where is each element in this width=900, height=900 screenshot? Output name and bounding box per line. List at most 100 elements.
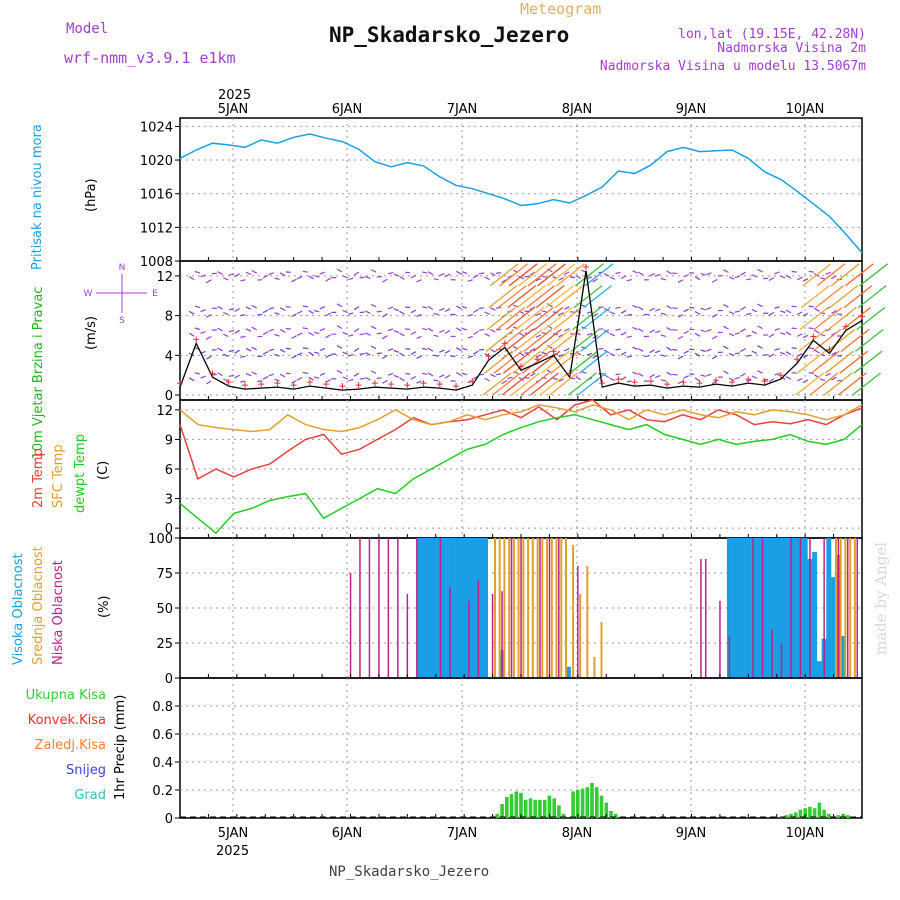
precip-bar	[789, 813, 793, 818]
cloud-bar	[541, 538, 544, 677]
cloud-bar	[531, 538, 534, 677]
top-year-label: 2025	[218, 88, 251, 103]
bottom-day-labels: 5JAN 6JAN 7JAN 8JAN 9JAN 10JAN	[218, 826, 825, 841]
wind-arrow	[546, 263, 576, 287]
precip-snow-label: Snijeg	[66, 763, 106, 778]
pressure-unit: (hPa)	[84, 178, 99, 212]
cloud-bar	[397, 538, 399, 677]
precip-bar	[585, 787, 590, 818]
cloud-bar	[426, 538, 432, 677]
wind-arrow	[554, 285, 584, 309]
precip-bar	[841, 813, 845, 818]
wind-arrow	[496, 306, 526, 331]
cloud-bar	[847, 538, 849, 677]
cloud-bar	[536, 538, 539, 677]
cloud-bar	[464, 538, 469, 677]
cloud-high-label: Visoka Oblacnost	[11, 553, 26, 665]
wind-arrow	[810, 350, 840, 374]
cloud-bar	[378, 538, 380, 677]
cloud-bar	[483, 538, 488, 677]
model-label: Model	[66, 21, 108, 37]
wind-arrow	[485, 328, 515, 352]
wind-arrow	[837, 372, 867, 396]
cloud-bar	[440, 538, 446, 677]
top-day-label: 6JAN	[332, 102, 363, 117]
wind-arrow	[859, 263, 889, 287]
wind-arrow	[512, 350, 542, 374]
y-tick-label: 8	[165, 310, 173, 325]
cloud-bar	[705, 559, 707, 677]
wind-arrow	[857, 285, 887, 309]
cloud-bar	[421, 538, 427, 677]
cloud-bar	[522, 538, 525, 677]
cloud-bar	[761, 538, 764, 677]
watermark: made by Angel	[872, 542, 890, 655]
y-tick-label: 0	[165, 522, 173, 537]
cloud-bar	[550, 538, 553, 677]
y-tick-label: 12	[156, 404, 173, 419]
wind-arrow	[488, 285, 518, 309]
wind-arrow	[852, 372, 881, 396]
y-tick-label: 0.8	[152, 700, 173, 715]
cloud-bar	[816, 661, 822, 677]
cloud-bar	[844, 538, 847, 677]
wind-arrow	[482, 372, 512, 396]
precip-bar	[846, 815, 850, 818]
precip-bar	[812, 808, 817, 818]
precip-bar	[595, 787, 599, 818]
wind-arrow	[513, 328, 543, 352]
y-tick-label: 0	[165, 812, 173, 827]
cloud-bar	[823, 538, 825, 677]
precip-bar	[500, 804, 504, 818]
cloud-bar	[560, 538, 563, 677]
cloud-bar	[774, 538, 780, 677]
cloud-unit: (%)	[97, 596, 112, 619]
wind-arrow	[532, 328, 562, 352]
wind-arrow	[845, 263, 874, 287]
footer-station: NP_Skadarsko_Jezero	[329, 864, 489, 880]
wind-arrow	[812, 328, 842, 352]
wind-arrow	[542, 328, 572, 352]
cloud-bar	[840, 636, 846, 677]
top-day-label: 5JAN	[218, 102, 249, 117]
cloud-bar	[349, 573, 352, 677]
cloud-bar	[572, 545, 575, 677]
cloud-bar	[839, 538, 842, 677]
wind-arrow	[800, 285, 830, 309]
cloud-bar	[579, 594, 582, 677]
cloud-bar	[771, 629, 773, 677]
cloud-bar	[449, 538, 455, 677]
precip-bar	[528, 798, 533, 818]
precip-bar	[576, 790, 580, 818]
cloud-bar	[831, 577, 837, 677]
y-tick-label: 75	[156, 567, 173, 582]
cloud-bar	[755, 538, 761, 677]
wind-arrow	[530, 372, 559, 396]
wind-arrow	[515, 306, 545, 331]
cloud-bar	[520, 538, 522, 677]
y-tick-label: 1024	[140, 120, 173, 135]
precip-bar	[784, 815, 788, 818]
wind-direction-band	[188, 369, 843, 385]
cloud-bar	[769, 538, 775, 677]
y-tick-label: 100	[148, 532, 173, 547]
precip-bar	[538, 799, 542, 818]
wind-arrow	[583, 285, 612, 309]
cloud-bar	[430, 538, 436, 677]
cloud-bar	[510, 538, 513, 677]
cloud-bar	[764, 538, 770, 677]
wind-arrow	[493, 350, 523, 374]
precip-bar	[533, 799, 537, 818]
precip-bar	[509, 794, 514, 818]
top-day-label: 9JAN	[676, 102, 707, 117]
wind-arrow	[518, 263, 548, 287]
temp-dew-label: dewpt Temp	[73, 434, 88, 513]
precip-panel: 0.8 0.6 0.4 0.2 0	[152, 677, 863, 827]
precip-bar	[542, 799, 547, 818]
wind-arrow	[535, 285, 565, 309]
wind-arrow	[556, 263, 585, 287]
pressure-line	[179, 133, 863, 254]
wind-arrow	[505, 306, 535, 331]
meteogram-label: Meteogram	[520, 0, 601, 18]
